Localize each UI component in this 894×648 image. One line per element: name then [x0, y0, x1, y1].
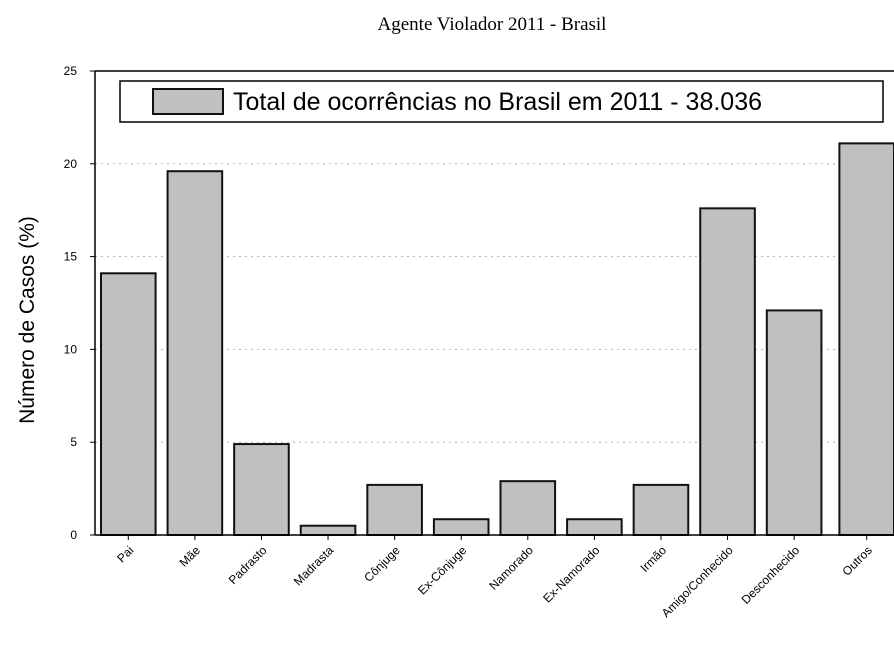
bar-namorado	[499, 480, 557, 536]
chart-title: Agente Violador 2011 - Brasil	[378, 14, 607, 35]
bar-padrasto	[233, 443, 290, 536]
x-tick-labels: Pai Mãe Padrasto Madrasta Cônjuge Ex-Cônjuge N…	[114, 535, 875, 620]
grid-lines	[95, 163, 894, 443]
legend-swatch	[152, 88, 224, 115]
x-tick-label-madrasta: Madrasta	[291, 543, 337, 589]
axes	[94, 70, 894, 536]
x-tick-label-desconhecido: Desconhecido	[739, 543, 803, 607]
bar-c-njuge	[366, 483, 423, 536]
legend: Total de ocorrências no Brasil em 2011 -…	[119, 80, 884, 123]
bar-pai	[99, 272, 157, 536]
bar-madrasta	[299, 524, 357, 536]
bars	[99, 142, 894, 537]
x-tick-label-m-e: Mãe	[177, 543, 204, 570]
x-tick-label-outros: Outros	[839, 543, 874, 578]
bar-ex-c-njuge	[432, 518, 490, 536]
y-tick-label-5: 25	[64, 64, 78, 78]
x-tick-label-ex-c-njuge: Ex-Cônjuge	[415, 543, 469, 597]
y-tick-label-0: 0	[70, 528, 77, 542]
y-tick-labels: 0 5 10 15 20 25	[64, 64, 95, 542]
bar-irm-o	[632, 483, 690, 536]
bar-m-e	[166, 170, 224, 536]
legend-series-label: Total de ocorrências no Brasil em 2011 -…	[233, 88, 762, 116]
legend-box	[119, 80, 884, 123]
x-tick-label-amigo-conhecido: Amigo/Conhecido	[659, 543, 736, 620]
x-tick-label-padrasto: Padrasto	[226, 543, 270, 587]
bar-outros	[838, 142, 894, 536]
x-tick-label-irm-o: Irmão	[637, 543, 669, 575]
y-tick-label-3: 15	[64, 250, 78, 264]
x-tick-label-c-njuge: Cônjuge	[361, 543, 403, 585]
y-tick-label-1: 5	[70, 435, 77, 449]
bar-amigo-conhecido	[699, 207, 756, 536]
x-tick-label-pai: Pai	[114, 543, 136, 565]
y-axis-label: Número de Casos (%)	[16, 216, 39, 424]
x-tick-label-ex-namorado: Ex-Namorado	[540, 543, 602, 605]
bar-desconhecido	[765, 309, 823, 537]
y-tick-label-4: 20	[64, 157, 78, 171]
bar-ex-namorado	[566, 518, 623, 536]
x-tick-label-namorado: Namorado	[486, 543, 536, 593]
y-tick-label-2: 10	[64, 342, 78, 356]
